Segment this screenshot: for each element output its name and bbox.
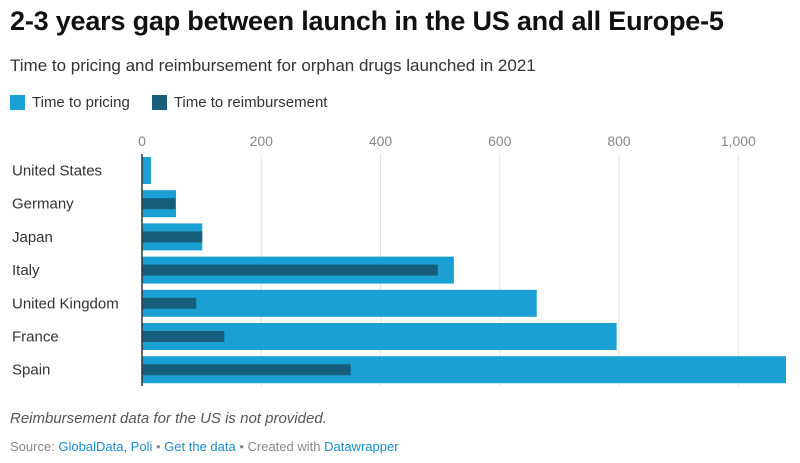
bar-time-to-pricing	[142, 157, 151, 184]
bar-time-to-reimbursement	[142, 198, 176, 210]
chart-title: 2-3 years gap between launch in the US a…	[10, 6, 724, 36]
category-label: United States	[12, 163, 102, 180]
category-label: Spain	[12, 362, 50, 379]
x-tick-label: 200	[250, 133, 274, 149]
x-tick-label: 1,000	[721, 133, 756, 149]
legend-label-pricing: Time to pricing	[32, 94, 130, 111]
legend-swatch-reimbursement	[151, 95, 167, 110]
x-tick-label: 400	[369, 133, 393, 149]
created-with-text: • Created with	[235, 439, 325, 454]
datawrapper-link[interactable]: Datawrapper	[324, 439, 399, 454]
chart-subtitle: Time to pricing and reimbursement for or…	[10, 56, 536, 75]
category-label: France	[12, 329, 59, 346]
get-data-link[interactable]: Get the data	[164, 439, 236, 454]
source-link[interactable]: GlobalData, Poli	[58, 439, 153, 454]
legend-item-pricing: Time to pricing	[10, 94, 130, 111]
chart-note: Reimbursement data for the US is not pro…	[10, 410, 327, 427]
bar-time-to-reimbursement	[142, 297, 197, 309]
x-tick-label: 0	[138, 133, 146, 149]
legend-swatch-pricing	[10, 95, 25, 110]
legend-item-reimbursement: Time to reimbursement	[151, 94, 328, 111]
category-label: Italy	[12, 262, 40, 279]
legend: Time to pricing Time to reimbursement	[10, 94, 327, 111]
bar-time-to-reimbursement	[142, 364, 351, 376]
bar-time-to-reimbursement	[142, 231, 203, 243]
bar-time-to-reimbursement	[142, 264, 438, 276]
source-line: Source: GlobalData, Poli • Get the data …	[10, 439, 399, 454]
x-tick-label: 600	[488, 133, 512, 149]
bar-time-to-pricing	[142, 289, 537, 317]
category-label: Japan	[12, 229, 53, 246]
source-separator: •	[152, 439, 165, 454]
category-label: Germany	[12, 196, 74, 213]
source-prefix: Source:	[10, 439, 59, 454]
x-tick-label: 800	[607, 133, 631, 149]
bar-time-to-reimbursement	[142, 331, 225, 342]
legend-label-reimbursement: Time to reimbursement	[173, 94, 328, 111]
category-label: United Kingdom	[12, 295, 119, 312]
bar-chart: 0 200 400 600 800 1,000 United States Germany Ja…	[12, 133, 786, 386]
